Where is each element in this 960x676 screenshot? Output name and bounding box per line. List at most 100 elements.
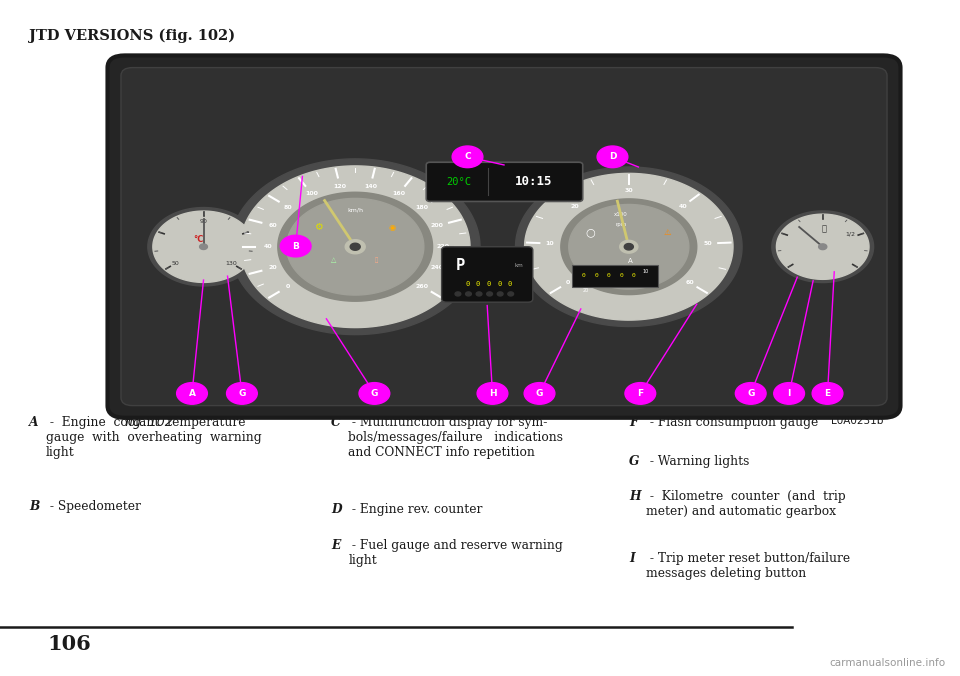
Circle shape (625, 383, 656, 404)
Polygon shape (497, 292, 503, 296)
Text: B: B (29, 500, 39, 513)
Text: 200: 200 (431, 223, 444, 228)
Polygon shape (516, 167, 742, 327)
Text: 100: 100 (305, 191, 318, 196)
Text: carmanualsonline.info: carmanualsonline.info (829, 658, 946, 668)
Text: G: G (747, 389, 755, 398)
Text: 0: 0 (607, 273, 611, 279)
Circle shape (452, 146, 483, 168)
Polygon shape (524, 173, 733, 320)
Text: 90: 90 (200, 219, 207, 224)
Text: 0: 0 (632, 273, 636, 279)
Polygon shape (624, 243, 634, 250)
Text: - Fuel gauge and reserve warning
light: - Fuel gauge and reserve warning light (348, 539, 564, 567)
Circle shape (774, 383, 804, 404)
Text: -  Engine  coolant  temperature
gauge  with  overheating  warning
light: - Engine coolant temperature gauge with … (46, 416, 262, 459)
Polygon shape (230, 159, 480, 335)
Text: D: D (331, 504, 342, 516)
Polygon shape (240, 166, 470, 328)
Text: H: H (629, 490, 640, 504)
Text: °C: °C (194, 235, 204, 245)
Text: C: C (465, 152, 470, 162)
Circle shape (177, 383, 207, 404)
Text: 20°C: 20°C (446, 177, 471, 187)
Polygon shape (508, 292, 514, 296)
Text: - Warning lights: - Warning lights (646, 455, 750, 468)
Text: P: P (455, 258, 465, 273)
Text: 180: 180 (416, 205, 428, 210)
Text: 130: 130 (226, 261, 237, 266)
Text: 🔧: 🔧 (374, 257, 378, 263)
Circle shape (735, 383, 766, 404)
Text: △: △ (331, 257, 337, 263)
Text: 260: 260 (416, 284, 428, 289)
Polygon shape (819, 244, 827, 249)
Polygon shape (620, 241, 637, 253)
FancyBboxPatch shape (442, 247, 533, 302)
Text: 20: 20 (583, 288, 588, 293)
Text: 60: 60 (685, 280, 694, 285)
Polygon shape (148, 208, 259, 286)
Text: - Speedometer: - Speedometer (46, 500, 141, 513)
Polygon shape (772, 211, 874, 283)
Text: E: E (331, 539, 341, 552)
Text: 10: 10 (545, 241, 554, 246)
Polygon shape (350, 243, 360, 250)
Polygon shape (455, 292, 461, 296)
Circle shape (477, 383, 508, 404)
Text: 0: 0 (582, 273, 586, 279)
Text: 10:15: 10:15 (515, 175, 553, 189)
Polygon shape (777, 214, 869, 279)
Polygon shape (561, 199, 697, 295)
Circle shape (812, 383, 843, 404)
Circle shape (280, 235, 311, 257)
Text: I: I (629, 552, 635, 565)
Text: 0: 0 (566, 280, 570, 285)
Text: G: G (371, 389, 378, 398)
Text: C: C (331, 416, 341, 429)
Text: fig. 102: fig. 102 (125, 416, 173, 429)
Text: 40: 40 (679, 203, 687, 209)
Text: 140: 140 (364, 184, 377, 189)
Text: G: G (629, 455, 639, 468)
Circle shape (359, 383, 390, 404)
Polygon shape (153, 211, 254, 283)
Text: B: B (292, 241, 300, 251)
Polygon shape (568, 204, 689, 289)
Circle shape (227, 383, 257, 404)
Polygon shape (487, 292, 492, 296)
Text: A: A (629, 258, 633, 264)
Text: D: D (609, 152, 616, 162)
Polygon shape (287, 199, 424, 295)
Circle shape (524, 383, 555, 404)
FancyBboxPatch shape (426, 162, 583, 201)
Text: ○: ○ (586, 227, 595, 237)
Text: - Multifunction display for sym-
bols/messages/failure   indications
and CONNECT: - Multifunction display for sym- bols/me… (348, 416, 564, 459)
Text: 240: 240 (431, 265, 444, 270)
Circle shape (597, 146, 628, 168)
Text: 220: 220 (436, 244, 449, 249)
Polygon shape (476, 292, 482, 296)
Text: - Engine rev. counter: - Engine rev. counter (348, 504, 483, 516)
Text: 0: 0 (619, 273, 623, 279)
Text: I: I (787, 389, 791, 398)
Text: H: H (489, 389, 496, 398)
Text: 0: 0 (476, 281, 480, 287)
Text: 120: 120 (333, 184, 347, 189)
Text: x100: x100 (614, 212, 628, 217)
Text: A: A (188, 389, 196, 398)
Text: JTD VERSIONS (fig. 102): JTD VERSIONS (fig. 102) (29, 28, 235, 43)
Text: 0: 0 (594, 273, 598, 279)
FancyBboxPatch shape (108, 55, 900, 418)
Text: - Flash consumption gauge: - Flash consumption gauge (646, 416, 818, 429)
Text: ⚙: ⚙ (314, 222, 324, 233)
Text: 10: 10 (643, 268, 649, 274)
Text: 60: 60 (269, 223, 277, 228)
Polygon shape (346, 240, 365, 254)
Polygon shape (200, 244, 207, 249)
Text: 0: 0 (487, 281, 491, 287)
Text: ◉: ◉ (388, 223, 396, 232)
Text: 160: 160 (393, 191, 405, 196)
Text: km: km (514, 263, 523, 268)
Text: 30: 30 (625, 189, 633, 193)
